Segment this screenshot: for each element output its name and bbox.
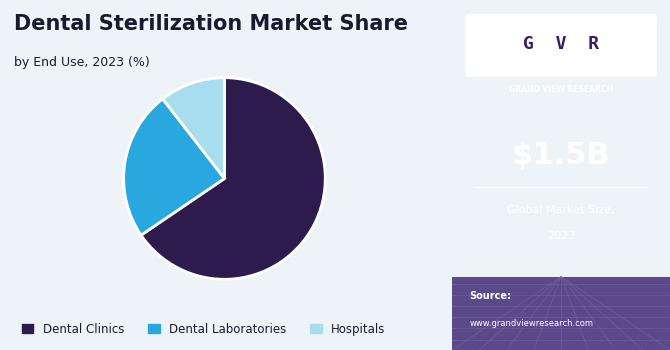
Wedge shape bbox=[124, 99, 224, 235]
Text: Source:: Source: bbox=[470, 291, 512, 301]
Text: 2023: 2023 bbox=[547, 231, 576, 241]
Wedge shape bbox=[163, 78, 224, 178]
Text: G  V  R: G V R bbox=[523, 35, 599, 53]
Text: www.grandviewresearch.com: www.grandviewresearch.com bbox=[470, 319, 594, 328]
Text: Dental Sterilization Market Share: Dental Sterilization Market Share bbox=[13, 14, 407, 34]
Text: by End Use, 2023 (%): by End Use, 2023 (%) bbox=[13, 56, 149, 69]
Text: Global Market Size,: Global Market Size, bbox=[507, 205, 615, 215]
FancyBboxPatch shape bbox=[452, 276, 670, 350]
Text: $1.5B: $1.5B bbox=[512, 141, 610, 170]
Legend: Dental Clinics, Dental Laboratories, Hospitals: Dental Clinics, Dental Laboratories, Hos… bbox=[17, 318, 390, 341]
Text: GRAND VIEW RESEARCH: GRAND VIEW RESEARCH bbox=[509, 85, 613, 94]
Wedge shape bbox=[141, 78, 325, 279]
FancyBboxPatch shape bbox=[466, 14, 657, 77]
